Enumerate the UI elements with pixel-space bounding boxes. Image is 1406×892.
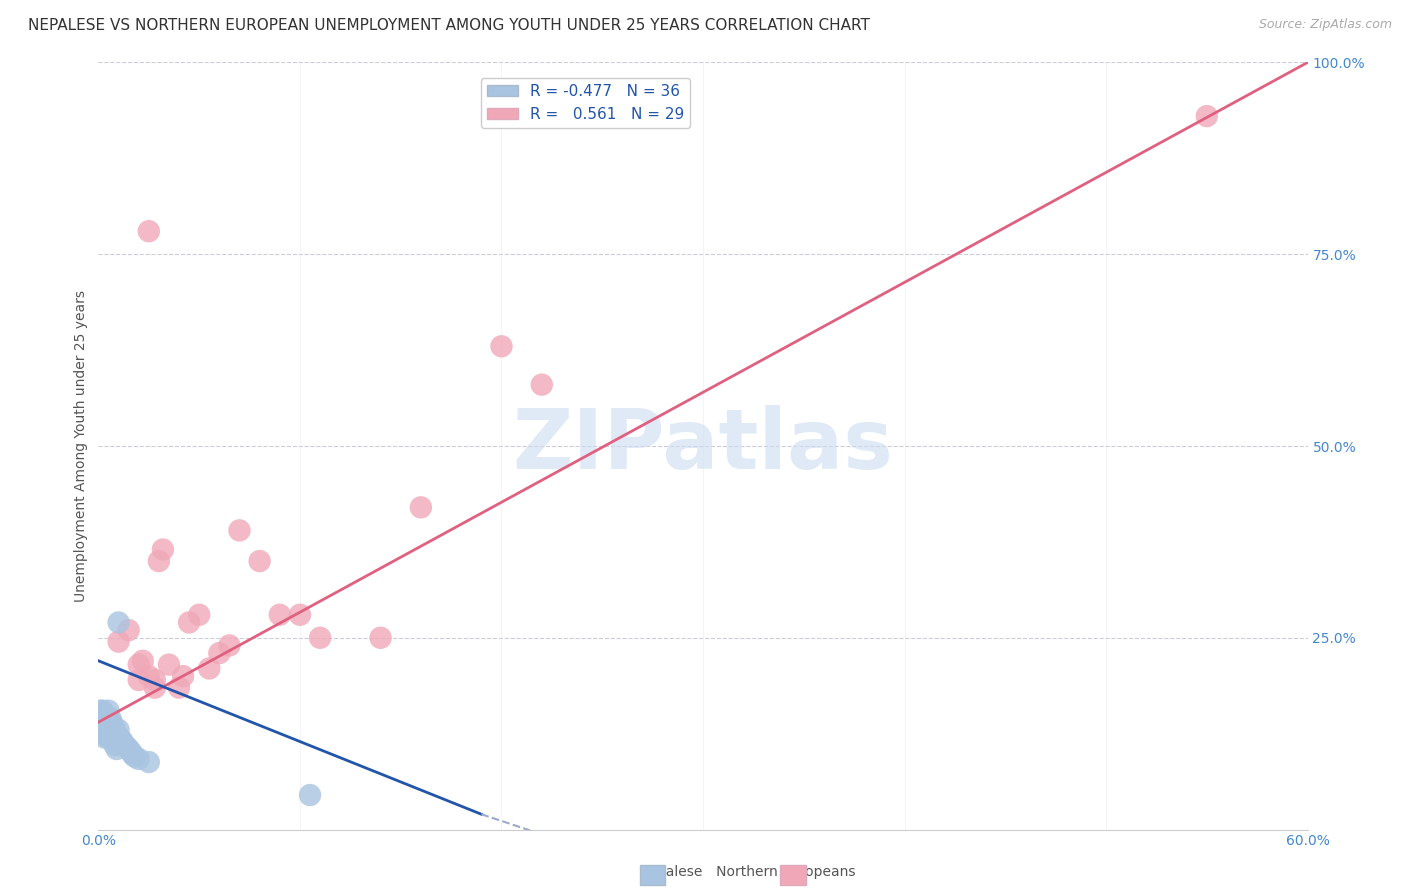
Text: Nepalese: Nepalese bbox=[638, 864, 703, 879]
Point bbox=[110, 732, 132, 747]
Point bbox=[107, 634, 129, 648]
Point bbox=[97, 731, 120, 745]
Point bbox=[93, 731, 115, 745]
Point bbox=[120, 744, 142, 758]
Point bbox=[118, 742, 141, 756]
Text: NEPALESE VS NORTHERN EUROPEAN UNEMPLOYMENT AMONG YOUTH UNDER 25 YEARS CORRELATIO: NEPALESE VS NORTHERN EUROPEAN UNEMPLOYME… bbox=[28, 18, 870, 33]
Point bbox=[121, 747, 143, 762]
Point bbox=[100, 711, 122, 725]
Point bbox=[370, 631, 392, 645]
Point bbox=[167, 681, 190, 695]
Point bbox=[309, 631, 332, 645]
Point bbox=[107, 615, 129, 630]
Point bbox=[138, 224, 160, 238]
Point bbox=[409, 500, 432, 515]
Point bbox=[138, 755, 160, 769]
Point bbox=[143, 673, 166, 687]
Point bbox=[148, 554, 170, 568]
Point bbox=[96, 723, 118, 737]
Point bbox=[128, 657, 150, 672]
Point bbox=[91, 704, 114, 718]
Point bbox=[288, 607, 311, 622]
Point bbox=[128, 673, 150, 687]
Point bbox=[101, 732, 124, 747]
Point bbox=[107, 723, 129, 737]
Point bbox=[91, 715, 114, 730]
Point bbox=[118, 623, 141, 637]
Point bbox=[105, 742, 128, 756]
Point bbox=[132, 654, 155, 668]
Point bbox=[97, 715, 120, 730]
Point bbox=[111, 734, 134, 748]
Point bbox=[107, 737, 129, 751]
Point bbox=[530, 377, 553, 392]
Point bbox=[491, 339, 513, 353]
Y-axis label: Unemployment Among Youth under 25 years: Unemployment Among Youth under 25 years bbox=[75, 290, 89, 602]
Point bbox=[157, 657, 180, 672]
Point bbox=[89, 704, 111, 718]
Point bbox=[97, 704, 120, 718]
Point bbox=[93, 719, 115, 733]
Point bbox=[105, 726, 128, 740]
Point bbox=[179, 615, 201, 630]
Point bbox=[100, 724, 122, 739]
Point bbox=[152, 542, 174, 557]
Point bbox=[103, 721, 125, 735]
Point bbox=[89, 719, 111, 733]
Point bbox=[101, 716, 124, 731]
Point bbox=[249, 554, 271, 568]
Point bbox=[91, 726, 114, 740]
Text: Northern Europeans: Northern Europeans bbox=[703, 864, 855, 879]
Point bbox=[299, 788, 322, 802]
Point bbox=[172, 669, 194, 683]
Point bbox=[96, 711, 118, 725]
Point bbox=[1195, 109, 1218, 123]
Text: ZIPatlas: ZIPatlas bbox=[513, 406, 893, 486]
Point bbox=[208, 646, 231, 660]
Point bbox=[188, 607, 211, 622]
Point bbox=[143, 681, 166, 695]
Point bbox=[114, 738, 136, 752]
Point bbox=[138, 669, 160, 683]
Legend: R = -0.477   N = 36, R =   0.561   N = 29: R = -0.477 N = 36, R = 0.561 N = 29 bbox=[481, 78, 690, 128]
Point bbox=[198, 661, 221, 675]
Point bbox=[115, 739, 138, 754]
Point bbox=[89, 711, 111, 725]
Point bbox=[269, 607, 291, 622]
Point bbox=[93, 707, 115, 722]
Point bbox=[103, 738, 125, 752]
Point bbox=[218, 639, 240, 653]
Point bbox=[124, 749, 146, 764]
Point bbox=[228, 524, 250, 538]
Point bbox=[128, 752, 150, 766]
Text: Source: ZipAtlas.com: Source: ZipAtlas.com bbox=[1258, 18, 1392, 31]
